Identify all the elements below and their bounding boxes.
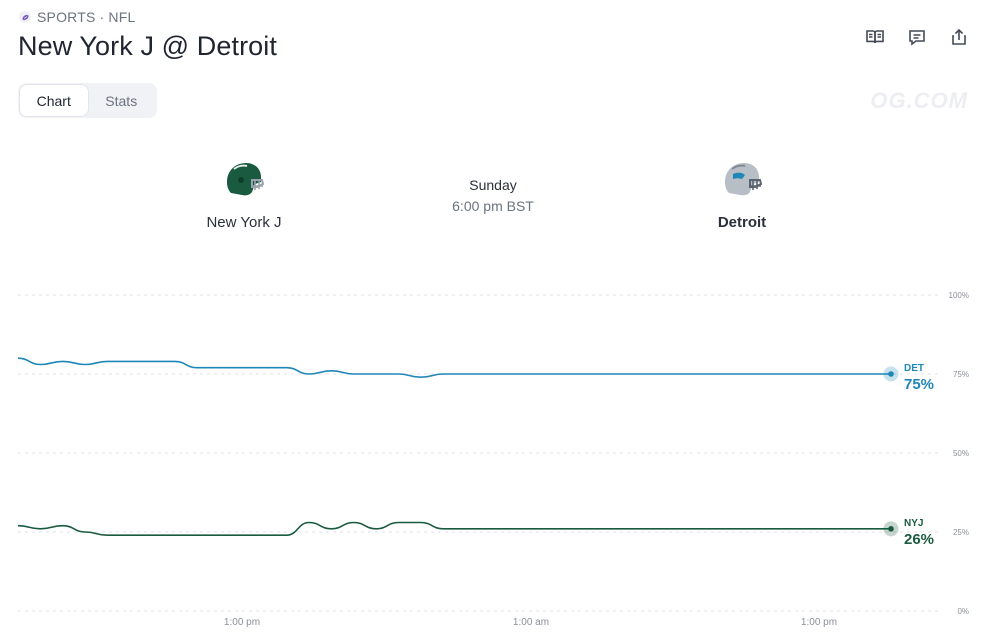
tab-chart[interactable]: Chart: [20, 85, 88, 116]
breadcrumb-separator: ·: [99, 9, 105, 25]
game-day: Sunday: [469, 177, 517, 193]
tab-stats[interactable]: Stats: [105, 92, 138, 109]
lions-helmet-icon: [725, 163, 763, 196]
series-value-det: 75%: [904, 376, 934, 393]
jets-helmet-icon: [227, 163, 265, 196]
y-tick-label: 0%: [957, 607, 969, 616]
game-kickoff-time: 6:00 pm BST: [452, 198, 534, 214]
series-end-dot-nyj: [888, 526, 894, 532]
share-icon[interactable]: [948, 26, 970, 48]
home-team[interactable]: Detroit: [662, 160, 822, 231]
breadcrumb-category[interactable]: SPORTS: [37, 9, 96, 25]
y-tick-label: 75%: [953, 370, 969, 379]
series-name-nyj: NYJ: [904, 518, 923, 529]
probability-chart[interactable]: 100% 75% 50% 25% 0% 1:00 pm 1:00 am 1:00 pm DET 7…: [0, 280, 998, 634]
page-title: New York J @ Detroit: [18, 31, 278, 61]
toolbar: [864, 26, 970, 48]
x-tick-label: 1:00 am: [513, 617, 549, 628]
y-tick-label: 50%: [953, 449, 969, 458]
breadcrumb: SPORTS · NFL: [19, 9, 135, 25]
x-tick-label: 1:00 pm: [801, 617, 837, 628]
series-line-det: [17, 357, 891, 379]
series-value-nyj: 26%: [904, 531, 934, 548]
game-time: Sunday 6:00 pm BST: [413, 177, 573, 214]
football-icon: [19, 11, 31, 23]
watermark-logo: OG.COM: [870, 88, 968, 113]
y-tick-label: 100%: [949, 291, 969, 300]
series-end-dot-det: [888, 371, 894, 377]
away-team-name: New York J: [206, 214, 282, 231]
comment-icon[interactable]: [906, 26, 928, 48]
y-tick-label: 25%: [953, 528, 969, 537]
series-name-det: DET: [904, 363, 924, 374]
away-team[interactable]: New York J: [164, 160, 324, 231]
breadcrumb-league[interactable]: NFL: [108, 9, 136, 25]
home-team-name: Detroit: [717, 214, 767, 231]
series-line-nyj: [17, 521, 891, 536]
rules-book-icon[interactable]: [864, 26, 886, 48]
x-tick-label: 1:00 pm: [224, 617, 260, 628]
view-tabs: Chart Stats: [18, 83, 157, 118]
